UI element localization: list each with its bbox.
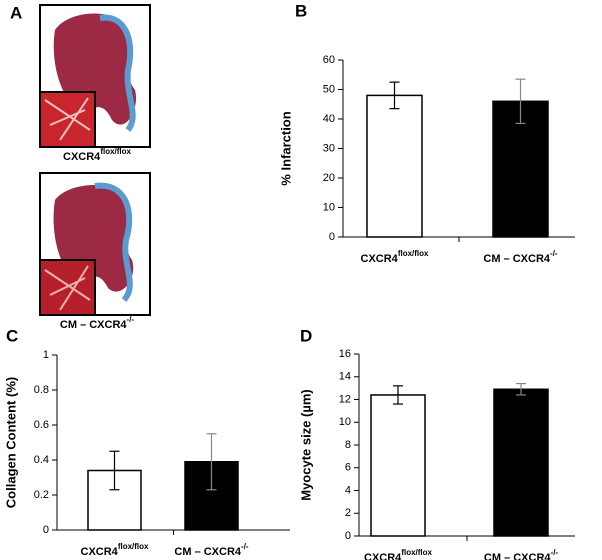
histology-image: [39, 4, 151, 148]
error-bar: [516, 382, 526, 396]
y-tick-label: 0.4: [34, 454, 49, 466]
y-axis-label: % Infarction: [278, 111, 293, 185]
x-tick-label-text: CXCR4: [361, 253, 399, 265]
y-tick-label: 10: [323, 201, 335, 213]
x-tick-label-superscript: flox/flox: [401, 548, 432, 557]
y-tick-label: 30: [323, 142, 335, 154]
y-tick-label: 10: [339, 416, 351, 428]
y-tick-label: 40: [323, 113, 335, 125]
y-tick-label: 50: [323, 83, 335, 95]
x-tick-label: CXCR4flox/flox: [81, 542, 150, 558]
bar: [366, 94, 423, 238]
y-tick-label: 0.8: [34, 384, 49, 396]
image-caption: CXCR4flox/flox: [63, 147, 132, 163]
y-tick-label: 1: [43, 349, 49, 361]
error-bar: [389, 81, 400, 110]
x-tick-label-text: CM – CXCR4: [483, 253, 551, 265]
bar: [184, 461, 239, 531]
x-tick-label-text: CM – CXCR4: [484, 552, 552, 560]
x-tick-label: CXCR4flox/flox: [364, 548, 433, 560]
y-tick-label: 60: [323, 54, 335, 66]
bar: [493, 388, 549, 537]
image-caption: CM – CXCR4-/-: [60, 315, 135, 331]
panel-label: A: [10, 3, 22, 22]
error-bar: [206, 433, 217, 491]
bar: [370, 394, 426, 537]
y-tick-label: 16: [339, 348, 351, 360]
y-tick-label: 0: [43, 524, 49, 536]
y-tick-label: 8: [345, 439, 351, 451]
panel-label: C: [6, 326, 18, 345]
error-bar: [515, 78, 526, 125]
y-tick-label: 0: [345, 530, 351, 542]
y-tick-label: 12: [339, 393, 351, 405]
x-tick-label-text: CXCR4: [81, 546, 119, 558]
x-tick-label: CXCR4flox/flox: [361, 249, 430, 265]
x-tick-label-superscript: flox/flox: [398, 249, 429, 258]
x-tick-label-text: CXCR4: [364, 552, 402, 560]
image-caption-text: CXCR4: [63, 151, 101, 163]
histology-image: [39, 172, 151, 316]
x-tick-label-text: CM – CXCR4: [174, 546, 242, 558]
y-tick-label: 14: [339, 371, 351, 383]
y-tick-label: 6: [345, 462, 351, 474]
y-tick-label: 20: [323, 172, 335, 184]
panel-label: B: [295, 1, 307, 20]
x-tick-label-superscript: -/-: [241, 542, 249, 551]
y-tick-label: 4: [345, 484, 351, 496]
x-tick-label-superscript: -/-: [550, 249, 558, 258]
error-bar: [109, 450, 120, 491]
y-tick-label: 0.6: [34, 419, 49, 431]
x-tick-label-superscript: flox/flox: [118, 542, 149, 551]
y-tick-label: 0.2: [34, 489, 49, 501]
x-tick-label: CM – CXCR4-/-: [174, 542, 249, 558]
panel-label: D: [300, 326, 312, 345]
y-axis-label: Myocyte size (µm): [298, 389, 313, 501]
error-bar: [393, 385, 403, 405]
image-caption-superscript: -/-: [127, 315, 135, 324]
x-tick-label: CM – CXCR4-/-: [483, 249, 558, 265]
y-tick-label: 2: [345, 507, 351, 519]
x-tick-label-superscript: -/-: [551, 548, 559, 557]
x-tick-label: CM – CXCR4-/-: [484, 548, 559, 560]
y-tick-label: 0: [329, 231, 335, 243]
image-caption-superscript: flox/flox: [100, 147, 131, 156]
y-axis-label: Collagen Content (%): [3, 377, 18, 508]
image-caption-text: CM – CXCR4: [60, 319, 128, 331]
